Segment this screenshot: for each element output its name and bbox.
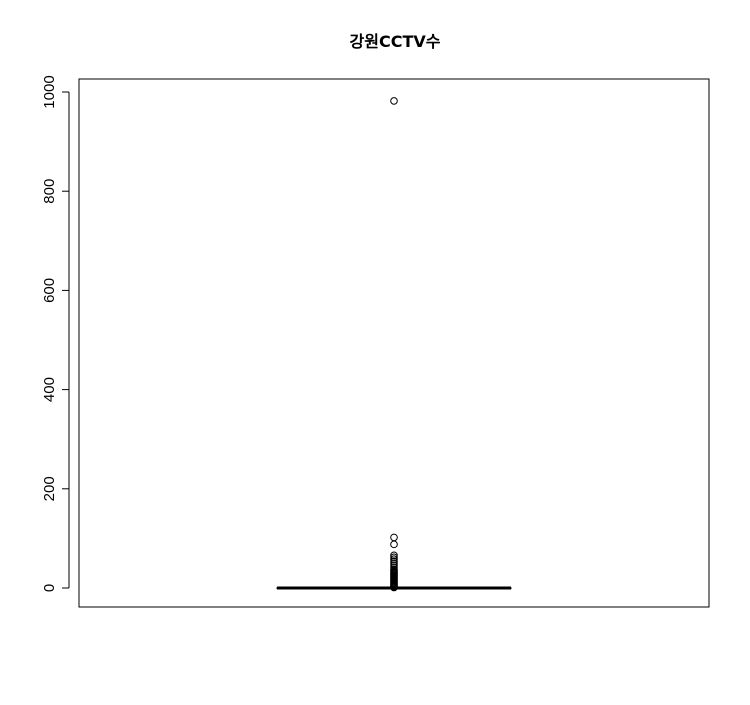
outlier-point [390,533,398,542]
outlier-point [390,557,398,566]
outlier-point [390,540,398,549]
plot-frame [78,78,710,608]
y-tick-label: 1000 [41,75,58,108]
y-tick-label: 800 [41,179,58,204]
outlier-point [390,553,398,562]
y-tick-label: 0 [41,584,58,592]
outlier-point [390,555,398,564]
chart-title: 강원CCTV수 [350,32,441,51]
y-tick-label: 600 [41,278,58,303]
y-tick-label: 400 [41,377,58,402]
outlier-point [390,583,398,592]
y-axis: 0 200 400 600 800 1000 [41,75,70,592]
y-tick-label: 200 [41,476,58,501]
outlier-group [390,97,398,592]
outlier-point [390,97,398,105]
outlier-point [390,551,398,560]
